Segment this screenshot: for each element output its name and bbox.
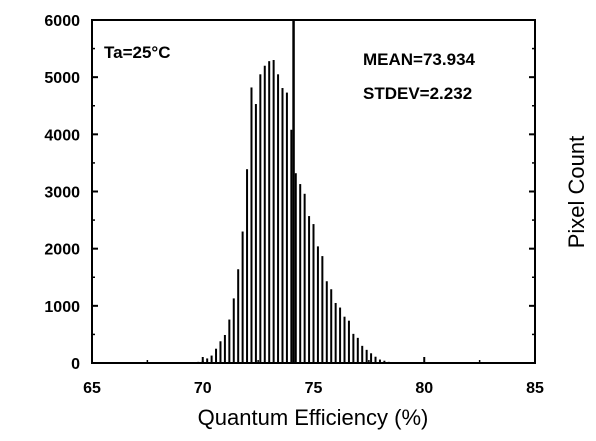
histogram-bar — [259, 74, 262, 363]
x-tick-label: 75 — [305, 380, 323, 397]
histogram-bar — [308, 216, 311, 363]
histogram-bar — [378, 359, 381, 363]
histogram-bar — [387, 361, 390, 363]
histogram-bar — [290, 129, 293, 363]
histogram-bar — [374, 356, 377, 363]
histogram-bar — [339, 307, 342, 363]
histogram-bar — [223, 334, 226, 363]
histogram-bar — [285, 92, 288, 363]
histogram-bar — [312, 224, 315, 363]
histogram-bar — [303, 193, 306, 363]
histogram-bar — [210, 355, 213, 363]
histogram-bar — [232, 298, 235, 363]
histogram-bar — [228, 319, 231, 363]
histogram-bar — [215, 348, 218, 363]
histogram-bar — [263, 65, 266, 363]
histogram-bar — [294, 173, 297, 363]
histogram-bar — [281, 88, 284, 363]
y-axis-ticks: 0 1000 2000 3000 4000 5000 6000 — [44, 13, 535, 373]
y-tick-label: 4000 — [44, 127, 80, 144]
x-tick-label: 85 — [526, 380, 544, 397]
temperature-annotation: Ta=25°C — [104, 43, 171, 62]
histogram-bar — [206, 358, 209, 363]
y-tick-label: 5000 — [44, 70, 80, 87]
histogram-bar — [321, 256, 324, 363]
histogram-bar — [370, 353, 373, 363]
y-tick-label: 0 — [71, 356, 80, 373]
histogram-bar — [272, 60, 275, 364]
y-axis-title: Pixel Count — [564, 136, 589, 249]
histogram-bar — [241, 231, 244, 363]
y-tick-label: 1000 — [44, 299, 80, 316]
histogram-bar — [383, 360, 386, 363]
stdev-annotation: STDEV=2.232 — [363, 84, 472, 103]
histogram-bar — [277, 74, 280, 363]
histogram-bar — [356, 337, 359, 363]
histogram-bar — [219, 341, 222, 363]
y-tick-label: 2000 — [44, 242, 80, 259]
histogram-bar — [330, 289, 333, 363]
x-tick-label: 65 — [83, 380, 101, 397]
histogram-bar — [246, 169, 249, 363]
x-tick-label: 70 — [194, 380, 212, 397]
histogram-bar — [392, 362, 395, 364]
histogram-bar — [334, 302, 337, 363]
histogram-bar — [237, 269, 240, 363]
histogram-bar — [190, 362, 193, 364]
histogram-bar — [250, 87, 253, 364]
y-tick-label: 3000 — [44, 185, 80, 202]
histogram-bar — [361, 345, 364, 363]
histogram-bar — [268, 61, 271, 363]
x-tick-label: 80 — [415, 380, 433, 397]
histogram-bar — [347, 320, 350, 363]
histogram-bar — [352, 333, 355, 363]
histogram-bar — [197, 361, 200, 363]
x-axis-ticks: 65 70 75 80 85 — [83, 357, 544, 397]
histogram-bar — [343, 316, 346, 363]
histogram-bar — [316, 246, 319, 363]
x-axis-title: Quantum Efficiency (%) — [198, 405, 429, 430]
histogram-bar — [254, 104, 257, 363]
histogram-bar — [365, 349, 368, 363]
mean-annotation: MEAN=73.934 — [363, 50, 476, 69]
y-tick-label: 6000 — [44, 13, 80, 30]
histogram-bars — [190, 60, 395, 364]
histogram-bar — [325, 281, 328, 363]
histogram-bar — [299, 184, 302, 363]
